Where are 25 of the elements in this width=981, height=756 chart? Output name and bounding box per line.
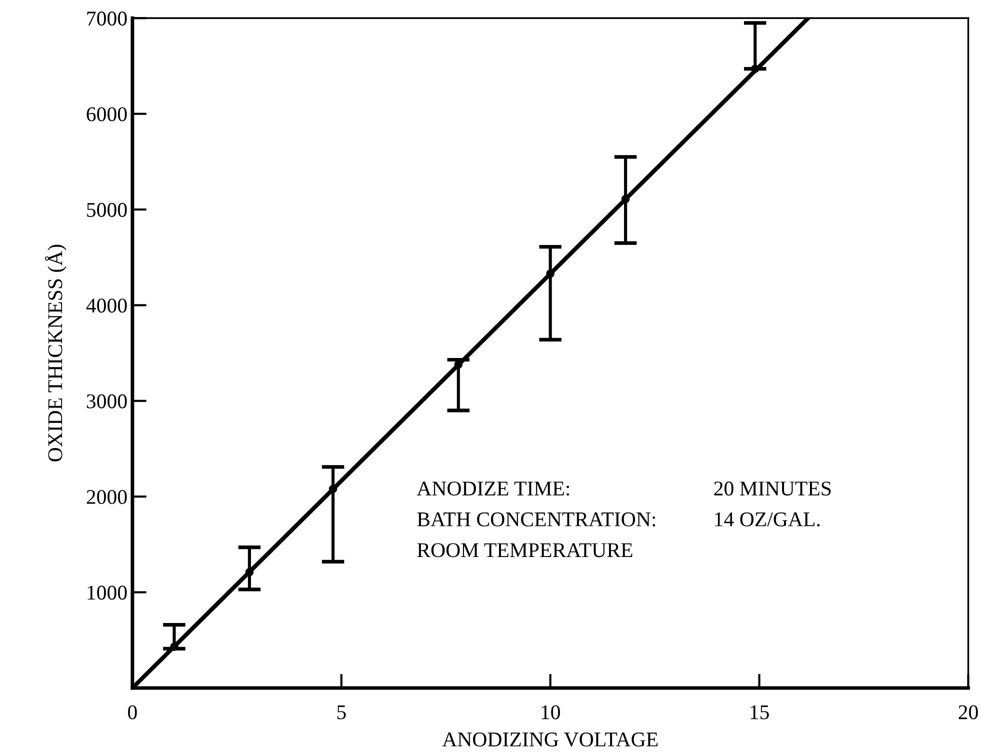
y-tick-label: 3000 (86, 394, 127, 408)
point (621, 194, 630, 204)
x-tick-label: 5 (337, 705, 346, 720)
point (750, 64, 760, 74)
y-tick-label: 5000 (87, 202, 127, 217)
point (170, 642, 178, 651)
y-tick-label: 4000 (86, 298, 127, 313)
y-tick-label: 1000 (88, 586, 127, 600)
point (328, 484, 338, 494)
point (245, 568, 254, 576)
y-tick-label: 2000 (86, 490, 127, 504)
y-axis-title: OXIDE THICKNESS (Å) (44, 244, 66, 462)
annotation: 20 MINUTES (714, 482, 831, 496)
x-tick-label: 15 (750, 705, 769, 720)
x-axis-title: ANODIZING VOLTAGE (442, 732, 658, 747)
point (546, 269, 555, 278)
annotation: 14 OZ/GAL. (715, 512, 820, 526)
y-tick-label: 6000 (86, 107, 127, 122)
annotation: ROOM TEMPERATURE (417, 543, 632, 558)
x-tick-label: 10 (542, 705, 560, 720)
y-tick-label: 7000 (87, 12, 127, 26)
x-tick-label: 0 (128, 705, 137, 720)
annotation: BATH CONCENTRATION: (417, 512, 656, 526)
annotation: ANODIZE TIME: (416, 482, 570, 496)
x-tick-label: 20 (958, 705, 978, 720)
